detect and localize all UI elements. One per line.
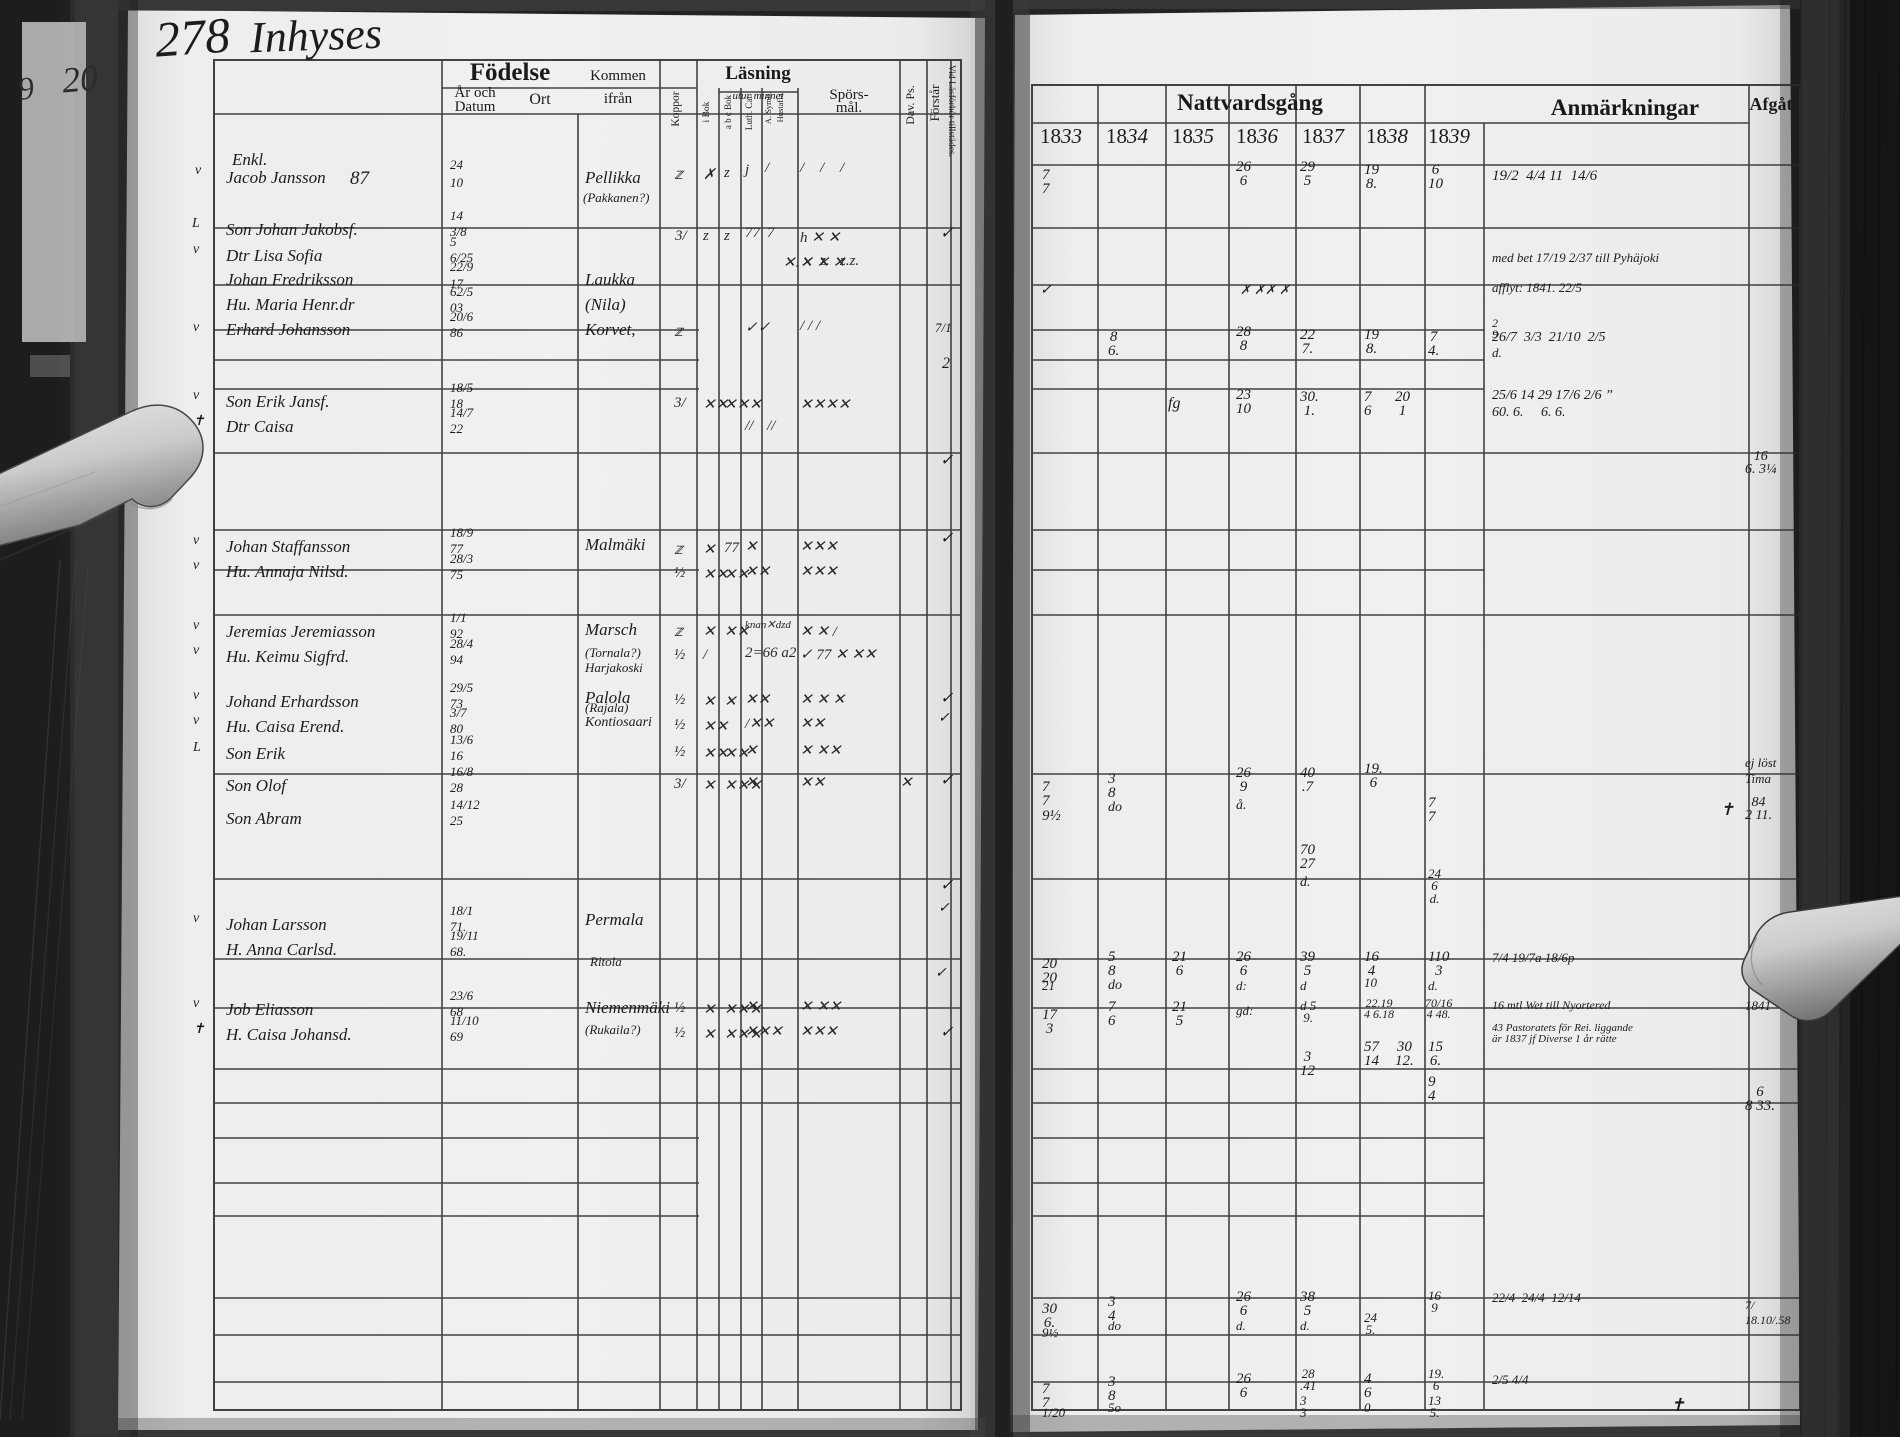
svg-text:Afgått: Afgått xyxy=(1750,94,1799,114)
svg-text:ifrån: ifrån xyxy=(604,91,633,107)
svg-text:Ort: Ort xyxy=(529,91,551,108)
svg-text:i Bok: i Bok xyxy=(702,101,712,122)
svg-text:utur minnet: utur minnet xyxy=(732,90,784,102)
svg-text:Koppor: Koppor xyxy=(670,91,682,126)
svg-text:Anmärkningar: Anmärkningar xyxy=(1551,95,1699,120)
svg-text:Förstår: Förstår xyxy=(927,84,942,122)
svg-text:Kommen: Kommen xyxy=(590,68,646,84)
svg-text:Läsning: Läsning xyxy=(725,63,791,84)
svg-text:Vid Läsförhör tillstädes.: Vid Läsförhör tillstädes. xyxy=(946,65,957,157)
svg-text:Datum: Datum xyxy=(455,99,496,115)
svg-text:Nattvardsgång: Nattvardsgång xyxy=(1177,90,1323,115)
svg-text:Födelse: Födelse xyxy=(470,59,551,86)
svg-text:mål.: mål. xyxy=(836,100,862,116)
svg-text:Dav. Ps.: Dav. Ps. xyxy=(903,85,917,125)
